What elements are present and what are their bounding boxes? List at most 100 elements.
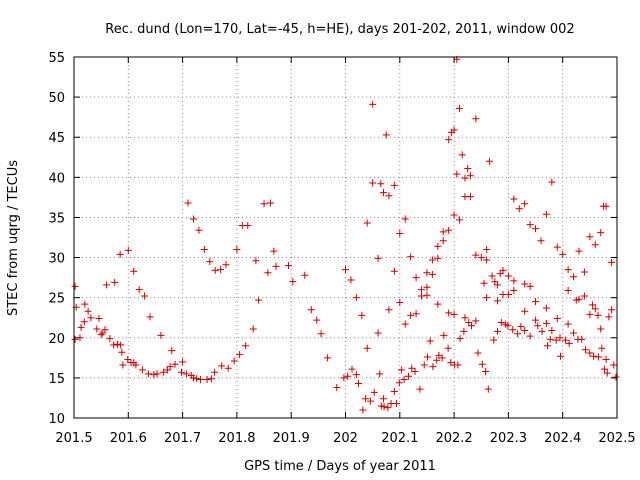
chart-title: Rec. dund (Lon=170, Lat=-45, h=HE), days…: [105, 22, 574, 37]
data-point: [591, 241, 599, 249]
data-point: [521, 200, 529, 208]
data-point: [203, 375, 211, 383]
data-point: [401, 215, 409, 223]
data-point: [363, 219, 371, 227]
data-points: [71, 55, 620, 414]
data-point: [466, 172, 474, 180]
data-point: [478, 360, 486, 368]
data-point: [483, 294, 491, 302]
data-point: [71, 282, 79, 290]
data-point: [434, 300, 442, 308]
data-point: [570, 273, 578, 281]
data-point: [352, 294, 360, 302]
data-point: [445, 226, 453, 234]
data-point: [374, 329, 382, 337]
data-point: [483, 256, 491, 264]
data-point: [510, 277, 518, 285]
data-point: [485, 157, 493, 165]
data-point: [575, 247, 583, 255]
data-point: [608, 306, 616, 314]
y-tick-label: 10: [48, 412, 65, 427]
data-point: [548, 178, 556, 186]
data-point: [559, 250, 567, 258]
data-point: [376, 370, 384, 378]
data-point: [141, 292, 149, 300]
data-point: [153, 370, 161, 378]
y-tick-label: 55: [48, 51, 65, 66]
data-point: [491, 278, 499, 286]
data-point: [206, 258, 214, 266]
data-point: [313, 316, 321, 324]
data-point: [200, 246, 208, 254]
data-point: [526, 221, 534, 229]
data-point: [106, 335, 114, 343]
data-point: [369, 100, 377, 108]
data-point: [384, 404, 392, 412]
data-point: [480, 279, 488, 287]
data-point: [355, 380, 363, 388]
data-point: [193, 375, 201, 383]
data-point: [521, 327, 529, 335]
data-point: [456, 104, 464, 112]
data-point: [601, 365, 609, 373]
data-point: [244, 221, 252, 229]
data-point: [543, 342, 551, 350]
data-point: [597, 325, 605, 333]
data-point: [565, 339, 573, 347]
data-point: [150, 371, 158, 379]
data-point: [195, 226, 203, 234]
y-tick-label: 40: [48, 171, 65, 186]
y-tick-label: 30: [48, 252, 65, 267]
data-point: [103, 281, 111, 289]
data-point: [307, 306, 315, 314]
data-point: [342, 266, 349, 274]
x-tick-label: 201.7: [164, 431, 201, 446]
data-point: [217, 266, 225, 274]
data-point: [447, 359, 455, 367]
data-point: [396, 298, 404, 306]
data-point: [267, 199, 275, 207]
data-point: [178, 368, 186, 376]
data-point: [171, 360, 179, 368]
data-point: [428, 256, 436, 264]
data-point: [284, 262, 292, 270]
y-tick-label: 45: [48, 131, 65, 146]
data-point: [124, 246, 132, 254]
data-point: [460, 327, 468, 335]
data-point: [348, 365, 356, 373]
data-point: [138, 366, 146, 374]
data-point: [87, 314, 95, 322]
data-point: [76, 334, 84, 342]
data-point: [396, 229, 404, 237]
data-point: [538, 327, 546, 335]
data-point: [445, 136, 453, 144]
data-point: [97, 331, 105, 339]
data-point: [434, 242, 442, 250]
data-point: [612, 373, 620, 381]
data-point: [494, 327, 502, 335]
data-point: [532, 316, 540, 324]
data-point: [423, 291, 431, 299]
data-point: [434, 254, 442, 262]
x-tick-label: 202.3: [490, 431, 527, 446]
data-point: [211, 266, 219, 274]
data-point: [456, 216, 464, 224]
data-point: [411, 367, 419, 375]
data-point: [532, 225, 540, 233]
data-point: [77, 323, 85, 331]
data-point: [450, 126, 458, 134]
data-point: [482, 367, 490, 375]
data-point: [570, 329, 578, 337]
data-point: [270, 247, 278, 255]
data-point: [477, 254, 485, 262]
data-point: [542, 210, 550, 218]
data-point: [289, 278, 297, 286]
data-point: [599, 202, 607, 210]
data-point: [605, 313, 613, 321]
data-point: [515, 205, 523, 213]
x-tick-label: 201.6: [110, 431, 147, 446]
data-point: [366, 397, 374, 405]
data-point: [84, 307, 92, 315]
data-point: [380, 395, 388, 403]
